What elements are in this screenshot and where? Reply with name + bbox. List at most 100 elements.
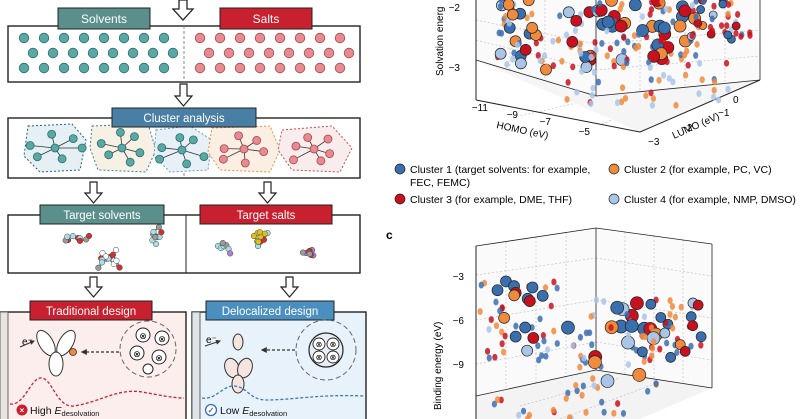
legend-marker-cluster2 <box>608 163 620 175</box>
traditional-design-panel <box>0 311 187 419</box>
cluster-node <box>291 141 301 151</box>
legend-cluster4: Cluster 4 (for example, NMP, DMSO) <box>624 194 796 206</box>
scatter-point <box>697 59 703 67</box>
molecule-atom <box>256 229 263 236</box>
salt-dot <box>274 62 286 74</box>
scatter-point <box>543 352 549 360</box>
low-energy-badge <box>204 403 218 417</box>
solvent-dot <box>38 62 50 74</box>
binding-z-tick-3: −9 <box>453 360 465 371</box>
scatter-point <box>670 78 676 86</box>
molecule-atom <box>85 232 93 240</box>
salt-dot <box>223 47 235 59</box>
scatter-point <box>590 5 597 13</box>
scatter-point <box>536 356 542 364</box>
scatter-point <box>678 4 692 18</box>
scatter-point <box>515 57 527 70</box>
scatter-point <box>572 27 579 34</box>
target-solvents-header <box>39 204 165 225</box>
scatter-point <box>604 52 610 60</box>
scatter-point <box>498 3 504 10</box>
scatter-point <box>695 331 707 343</box>
scatter-point <box>682 51 688 59</box>
scatter-point <box>537 57 543 65</box>
scatter-point <box>524 14 530 22</box>
scatter-point <box>667 311 673 318</box>
scatter-point <box>478 281 484 289</box>
scatter-point <box>493 298 499 306</box>
scatter-point <box>648 76 654 84</box>
cluster-node <box>47 129 57 139</box>
scatter-point <box>583 329 589 337</box>
scatter-point <box>639 13 646 20</box>
cluster-node <box>32 152 42 162</box>
scatter-point <box>577 49 584 57</box>
salt-dot <box>334 62 346 74</box>
lumo-tick-4: −3 <box>648 137 660 148</box>
svg-text:⊗: ⊗ <box>316 340 323 349</box>
scatter-point <box>624 319 639 333</box>
scatter-point <box>716 96 722 104</box>
scatter-point <box>628 0 642 12</box>
scatter-point <box>559 57 565 65</box>
scatter-point <box>631 32 638 39</box>
scatter-point <box>693 13 699 21</box>
scatter-point <box>698 341 704 349</box>
legend-marker-cluster1 <box>394 163 406 175</box>
scatter-point <box>551 278 557 286</box>
scatter-point <box>557 12 563 20</box>
salt-dot <box>294 32 306 44</box>
scatter-point <box>621 34 627 41</box>
scatter-point <box>649 352 655 360</box>
scatter-point <box>643 92 649 100</box>
scatter-point <box>687 320 694 328</box>
top-z-tick-2: −3 <box>449 63 461 74</box>
cluster-node <box>104 150 114 160</box>
scatter-point <box>667 297 673 304</box>
solvent-dot <box>138 62 150 74</box>
scatter-point <box>555 36 562 44</box>
scatter-point <box>633 44 639 52</box>
salt-dot <box>343 47 355 59</box>
scatter-point <box>527 332 540 344</box>
molecule-atom <box>95 264 102 271</box>
scatter-point <box>650 95 657 102</box>
solvent-dot <box>27 47 39 59</box>
salt-dot <box>234 62 246 74</box>
scatter-point <box>648 89 654 97</box>
panel-c-letter: c <box>386 228 393 242</box>
salt-dot <box>214 32 226 44</box>
solvent-dot <box>38 32 50 44</box>
scatter-point <box>723 30 733 40</box>
scatter-point <box>699 76 705 84</box>
scatter-point <box>502 332 508 340</box>
scatter-point <box>650 344 656 352</box>
scatter-point <box>561 320 575 335</box>
scatter-point <box>601 15 615 29</box>
solvent-molecules <box>18 32 179 74</box>
scatter-point <box>488 316 494 323</box>
scatter-point <box>696 90 702 98</box>
scatter-point <box>718 0 728 9</box>
scatter-point <box>733 29 739 37</box>
scatter-point <box>522 0 535 7</box>
salt-dot <box>314 32 326 44</box>
svg-text:✓: ✓ <box>208 406 215 415</box>
scatter-point <box>718 22 725 30</box>
scatter-point <box>493 322 500 330</box>
scatter-point <box>694 40 700 48</box>
scatter-point <box>647 64 653 71</box>
scatter-point <box>591 382 597 390</box>
scatter-point <box>599 398 605 406</box>
scatter-point <box>653 380 659 388</box>
scatter-point <box>590 375 596 382</box>
scatter-point <box>619 98 625 106</box>
molecule-atom <box>306 250 313 257</box>
arrow-to-target-salts <box>257 181 278 204</box>
scatter-point <box>525 415 531 419</box>
scatter-point <box>574 387 580 395</box>
scatter-point <box>696 5 705 14</box>
scatter-point <box>710 93 717 101</box>
scatter-point <box>658 37 664 45</box>
scatter-point <box>564 95 570 103</box>
